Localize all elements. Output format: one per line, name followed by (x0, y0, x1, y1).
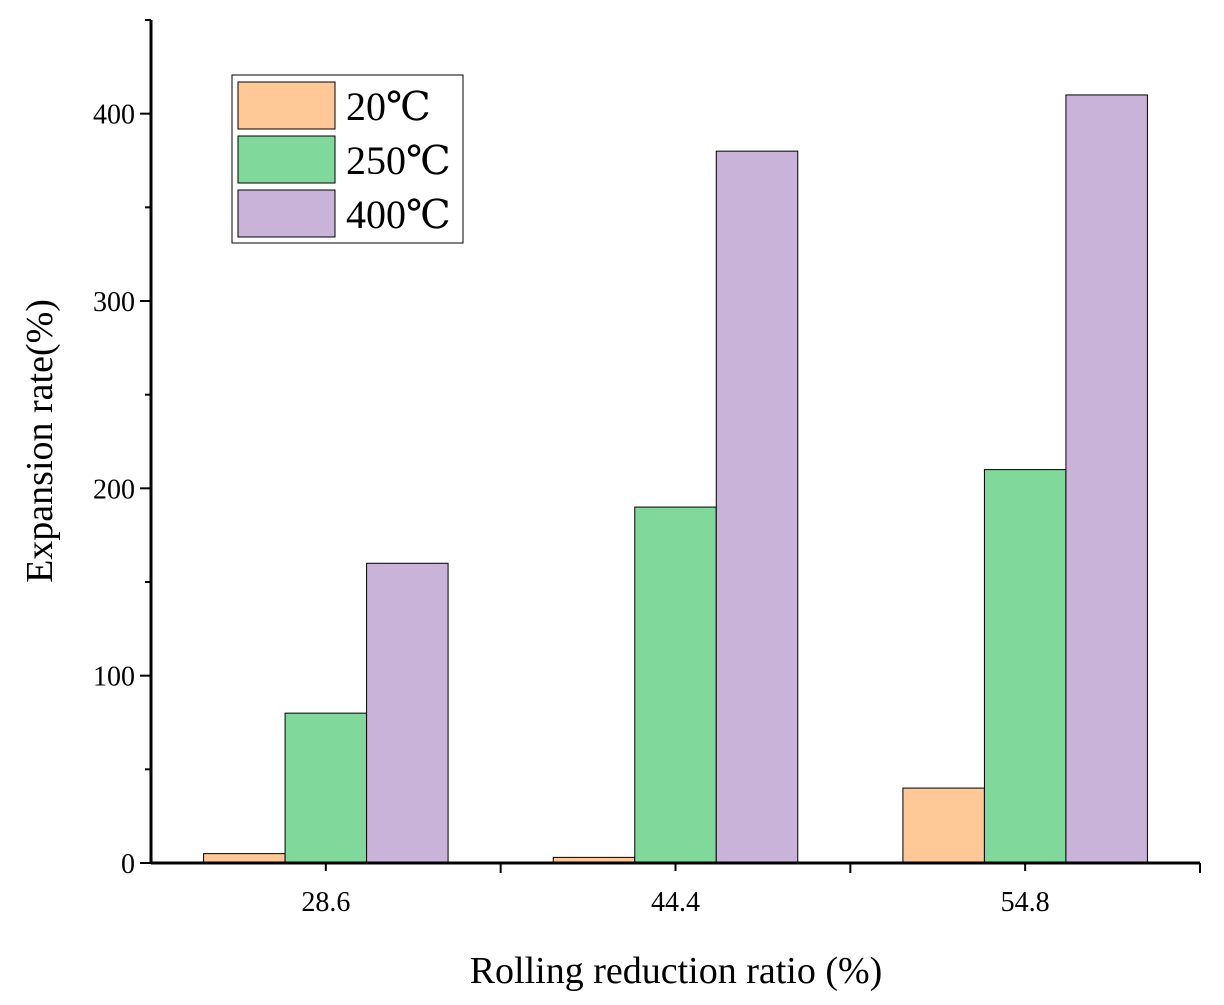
bar-250c-44_4 (634, 506, 717, 864)
x-tick-label-28_6: 28.6 (301, 887, 350, 918)
x-axis-title: Rolling reduction ratio (%) (470, 950, 883, 992)
y-axis-title: Expansion rate(%) (19, 299, 61, 583)
y-tick-label-100: 100 (93, 662, 135, 693)
bar-400c-54_8 (1065, 94, 1148, 864)
bar-20c-54_8 (902, 787, 985, 864)
y-tick-label-0: 0 (121, 849, 135, 880)
legend: 20℃ 250℃ 400℃ (231, 74, 464, 244)
legend-swatch-20c (237, 81, 336, 130)
legend-swatch-250c (237, 135, 336, 184)
bar-400c-28_6 (366, 562, 449, 864)
x-tick-label-44_4: 44.4 (651, 887, 700, 918)
legend-label-250c: 250℃ (346, 138, 451, 183)
y-tick-label-400: 400 (93, 100, 135, 131)
legend-swatch-400c (237, 189, 336, 238)
legend-label-400c: 400℃ (346, 192, 451, 237)
y-tick-label-200: 200 (93, 474, 135, 505)
legend-label-20c: 20℃ (346, 84, 431, 129)
bar-250c-54_8 (983, 469, 1067, 864)
ticks-group: 0 100 200 300 400 28.6 44.4 54.8 (93, 19, 1201, 918)
y-tick-label-300: 300 (93, 287, 135, 318)
bars-group (203, 94, 1148, 864)
x-tick-label-54_8: 54.8 (1001, 887, 1050, 918)
bar-400c-44_4 (715, 150, 799, 864)
bar-250c-28_6 (284, 712, 368, 864)
